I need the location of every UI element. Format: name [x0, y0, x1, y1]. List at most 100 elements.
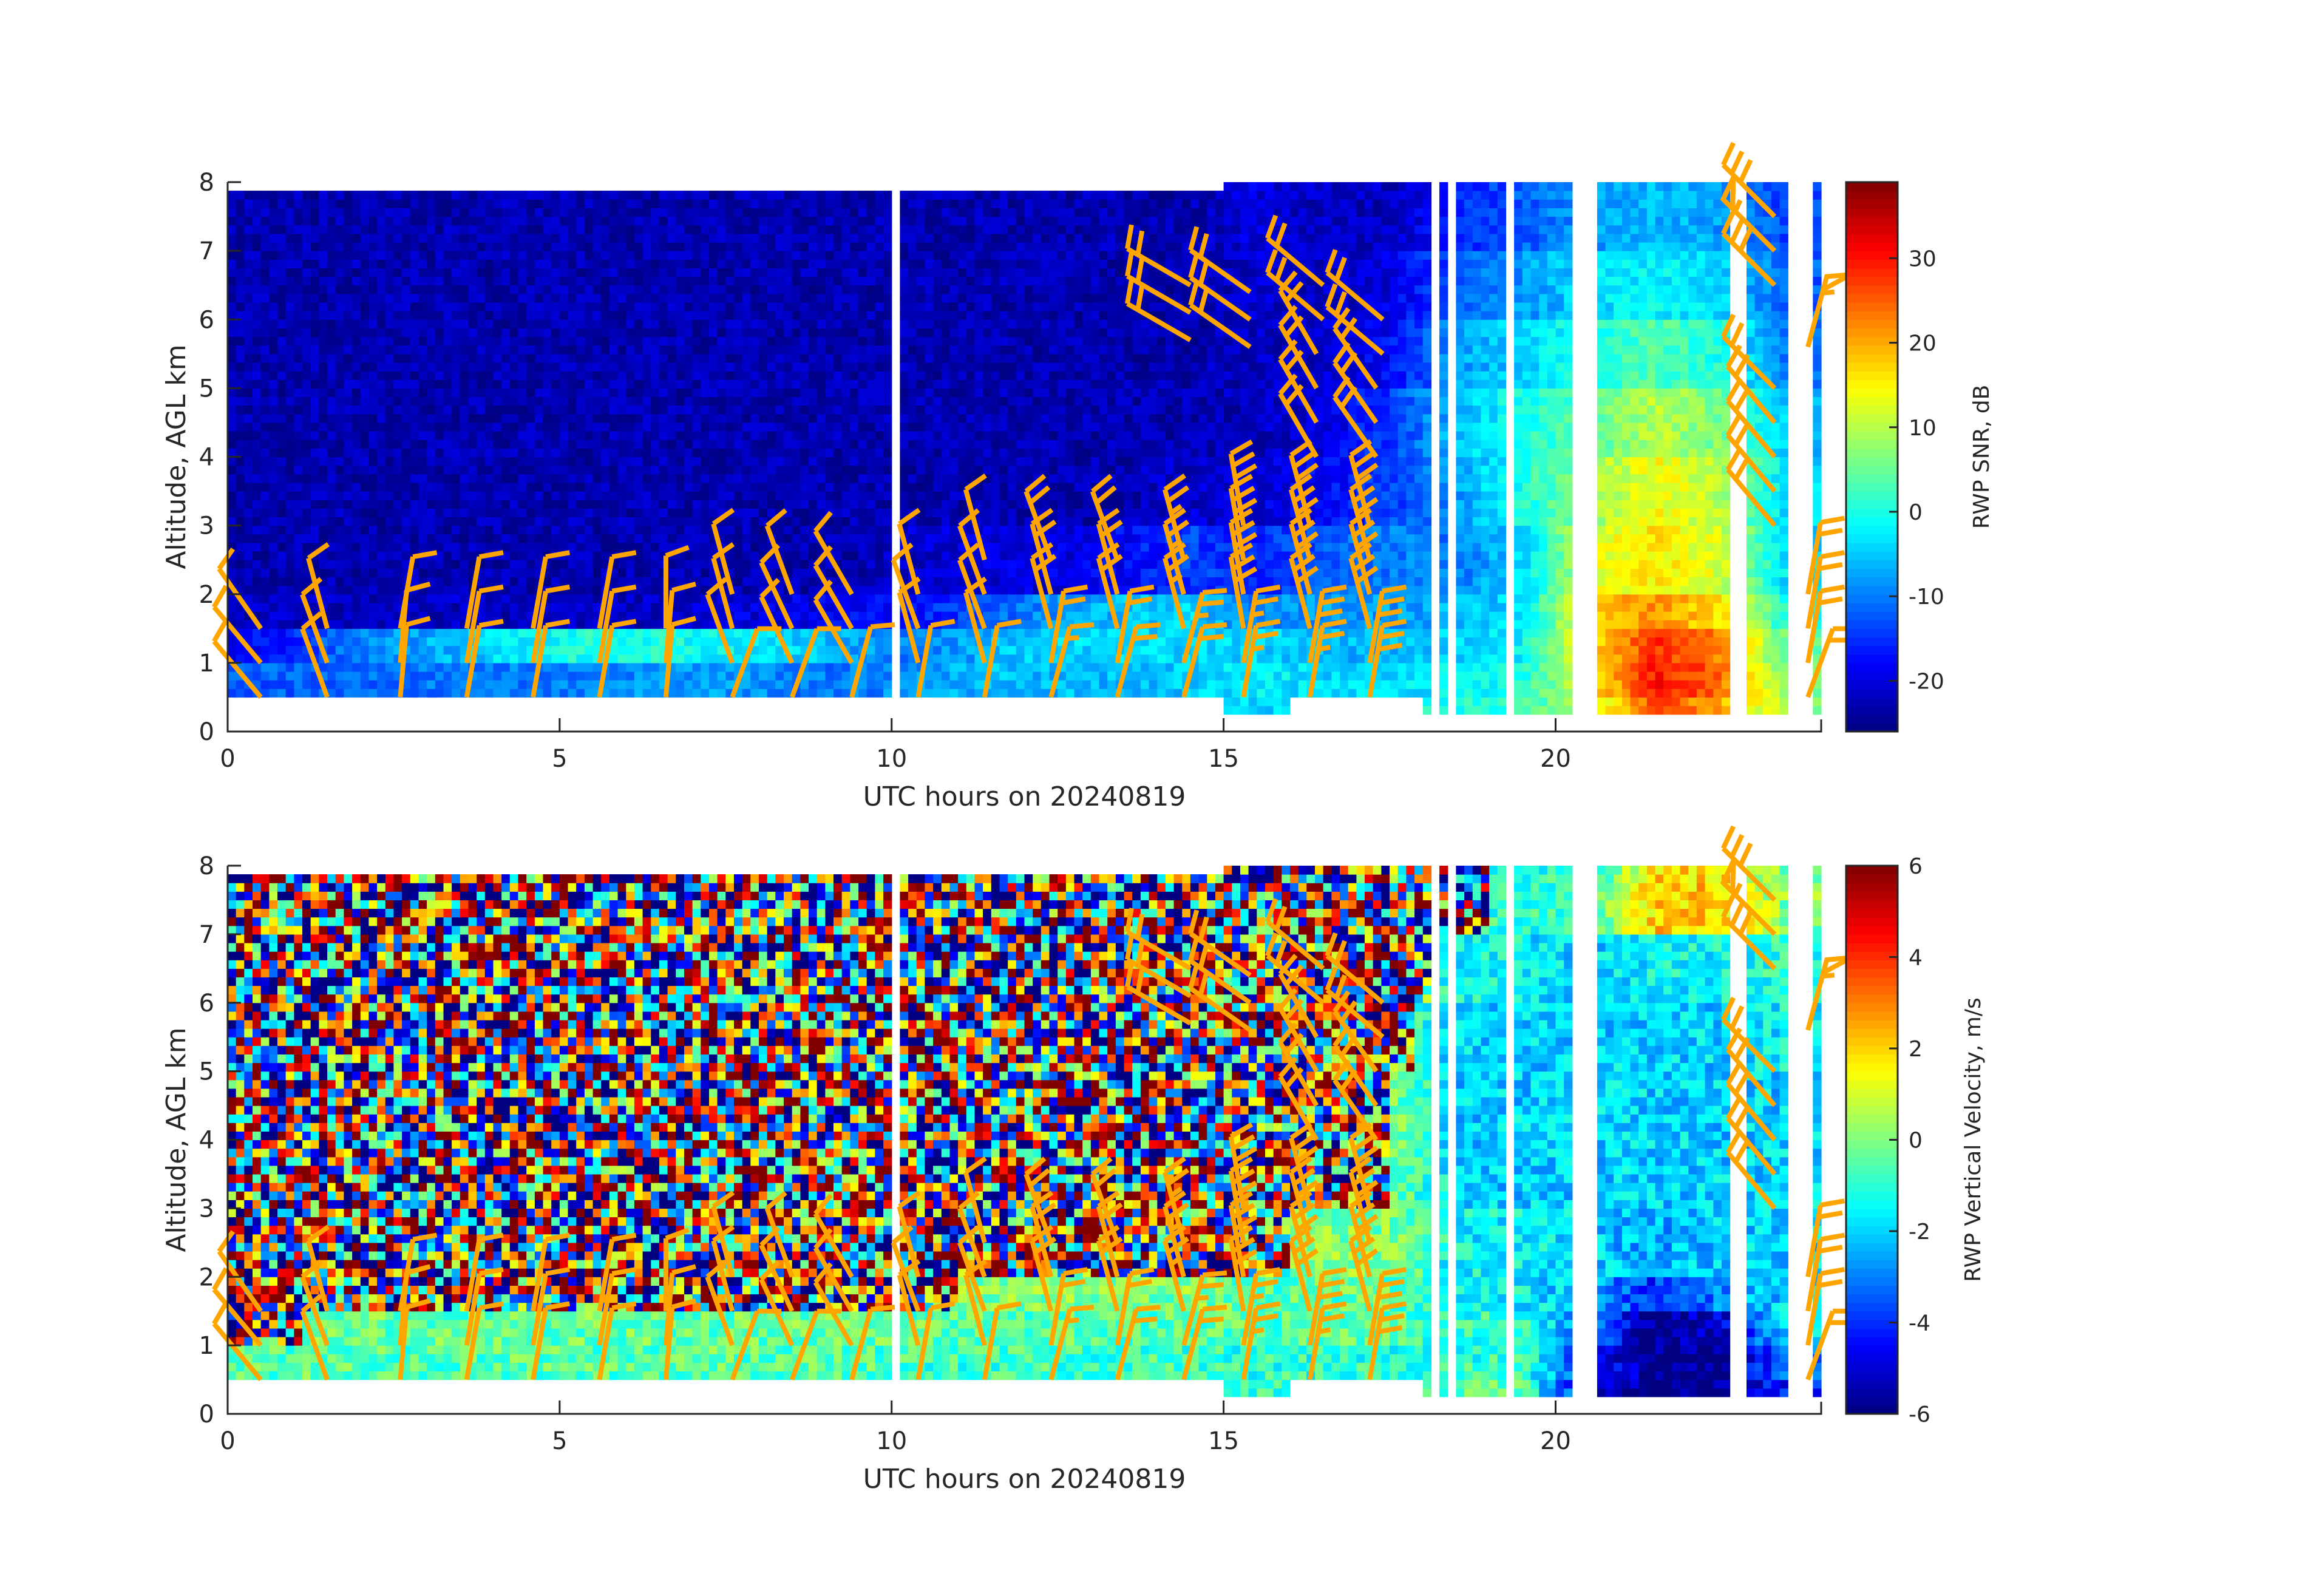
heatmap-cell	[319, 500, 328, 509]
heatmap-cell	[418, 517, 427, 526]
heatmap-cell	[294, 654, 303, 664]
heatmap-cell	[452, 251, 461, 260]
heatmap-cell	[501, 191, 511, 200]
heatmap-cell	[452, 525, 461, 535]
heatmap-cell	[617, 465, 626, 475]
heatmap-cell	[717, 199, 726, 208]
heatmap-cell	[468, 208, 477, 217]
heatmap-cell	[875, 431, 884, 440]
heatmap-cell	[626, 199, 635, 208]
heatmap-cell	[452, 353, 461, 363]
heatmap-cell	[302, 362, 311, 372]
heatmap-cell	[501, 602, 511, 612]
heatmap-cell	[634, 311, 643, 320]
heatmap-cell	[651, 319, 660, 328]
heatmap-cell	[767, 259, 776, 268]
heatmap-cell	[866, 680, 875, 689]
heatmap-cell	[784, 251, 793, 260]
heatmap-cell	[493, 662, 502, 672]
heatmap-cell	[634, 440, 643, 449]
heatmap-cell	[526, 585, 535, 595]
heatmap-cell	[684, 525, 693, 535]
heatmap-cell	[576, 637, 585, 647]
heatmap-cell	[360, 628, 370, 637]
heatmap-cell	[285, 319, 294, 328]
heatmap-cell	[551, 508, 560, 517]
heatmap-cell	[933, 413, 942, 423]
heatmap-cell	[833, 517, 843, 526]
heatmap-cell	[310, 345, 319, 355]
heatmap-cell	[925, 585, 934, 595]
heatmap-cell	[551, 628, 560, 637]
heatmap-cell	[676, 216, 685, 226]
heatmap-cell	[767, 508, 776, 517]
heatmap-cell	[393, 199, 402, 208]
heatmap-cell	[617, 680, 626, 689]
heatmap-cell	[734, 474, 743, 483]
heatmap-cell	[792, 491, 801, 500]
heatmap-cell	[427, 585, 436, 595]
heatmap-cell	[360, 620, 370, 629]
heatmap-cell	[253, 594, 262, 603]
heatmap-cell	[477, 482, 486, 492]
heatmap-cell	[584, 431, 594, 440]
heatmap-cell	[551, 491, 560, 500]
heatmap-cell	[260, 500, 270, 509]
heatmap-cell	[883, 336, 892, 346]
heatmap-cell	[626, 637, 635, 647]
heatmap-cell	[933, 525, 942, 535]
heatmap-cell	[360, 345, 370, 355]
heatmap-cell	[701, 259, 710, 268]
heatmap-cell	[676, 311, 685, 320]
heatmap-cell	[427, 534, 436, 543]
heatmap-cell	[435, 405, 444, 415]
heatmap-cell	[427, 251, 436, 260]
heatmap-cell	[551, 405, 560, 415]
heatmap-cell	[809, 671, 818, 681]
heatmap-cell	[651, 637, 660, 647]
heatmap-cell	[518, 233, 527, 243]
heatmap-cell	[460, 448, 469, 458]
heatmap-cell	[410, 276, 419, 286]
heatmap-cell	[344, 465, 353, 475]
heatmap-cell	[253, 457, 262, 466]
heatmap-cell	[294, 551, 303, 560]
heatmap-cell	[866, 602, 875, 612]
heatmap-cell	[609, 379, 619, 389]
heatmap-cell	[725, 671, 735, 681]
heatmap-cell	[617, 345, 626, 355]
heatmap-cell	[634, 225, 643, 234]
heatmap-cell	[725, 594, 735, 603]
heatmap-cell	[269, 568, 278, 577]
heatmap-cell	[509, 208, 519, 217]
heatmap-cell	[534, 216, 544, 226]
heatmap-cell	[534, 465, 544, 475]
heatmap-cell	[327, 199, 336, 208]
heatmap-cell	[576, 276, 585, 286]
heatmap-cell	[916, 199, 926, 208]
heatmap-cell	[534, 688, 544, 698]
heatmap-cell	[368, 216, 378, 226]
heatmap-cell	[734, 560, 743, 569]
heatmap-cell	[634, 388, 643, 398]
heatmap-cell	[518, 457, 527, 466]
heatmap-cell	[875, 662, 884, 672]
heatmap-cell	[592, 293, 602, 303]
heatmap-cell	[775, 251, 784, 260]
heatmap-cell	[916, 474, 926, 483]
heatmap-cell	[443, 500, 452, 509]
heatmap-cell	[501, 285, 511, 294]
heatmap-cell	[883, 233, 892, 243]
heatmap-cell	[701, 396, 710, 406]
heatmap-cell	[427, 293, 436, 303]
heatmap-cell	[285, 396, 294, 406]
heatmap-cell	[368, 276, 378, 286]
heatmap-cell	[352, 517, 361, 526]
heatmap-cell	[792, 353, 801, 363]
heatmap-cell	[725, 328, 735, 338]
heatmap-cell	[543, 208, 552, 217]
heatmap-cell	[833, 328, 843, 338]
heatmap-cell	[692, 585, 701, 595]
heatmap-cell	[360, 500, 370, 509]
heatmap-cell	[493, 654, 502, 664]
